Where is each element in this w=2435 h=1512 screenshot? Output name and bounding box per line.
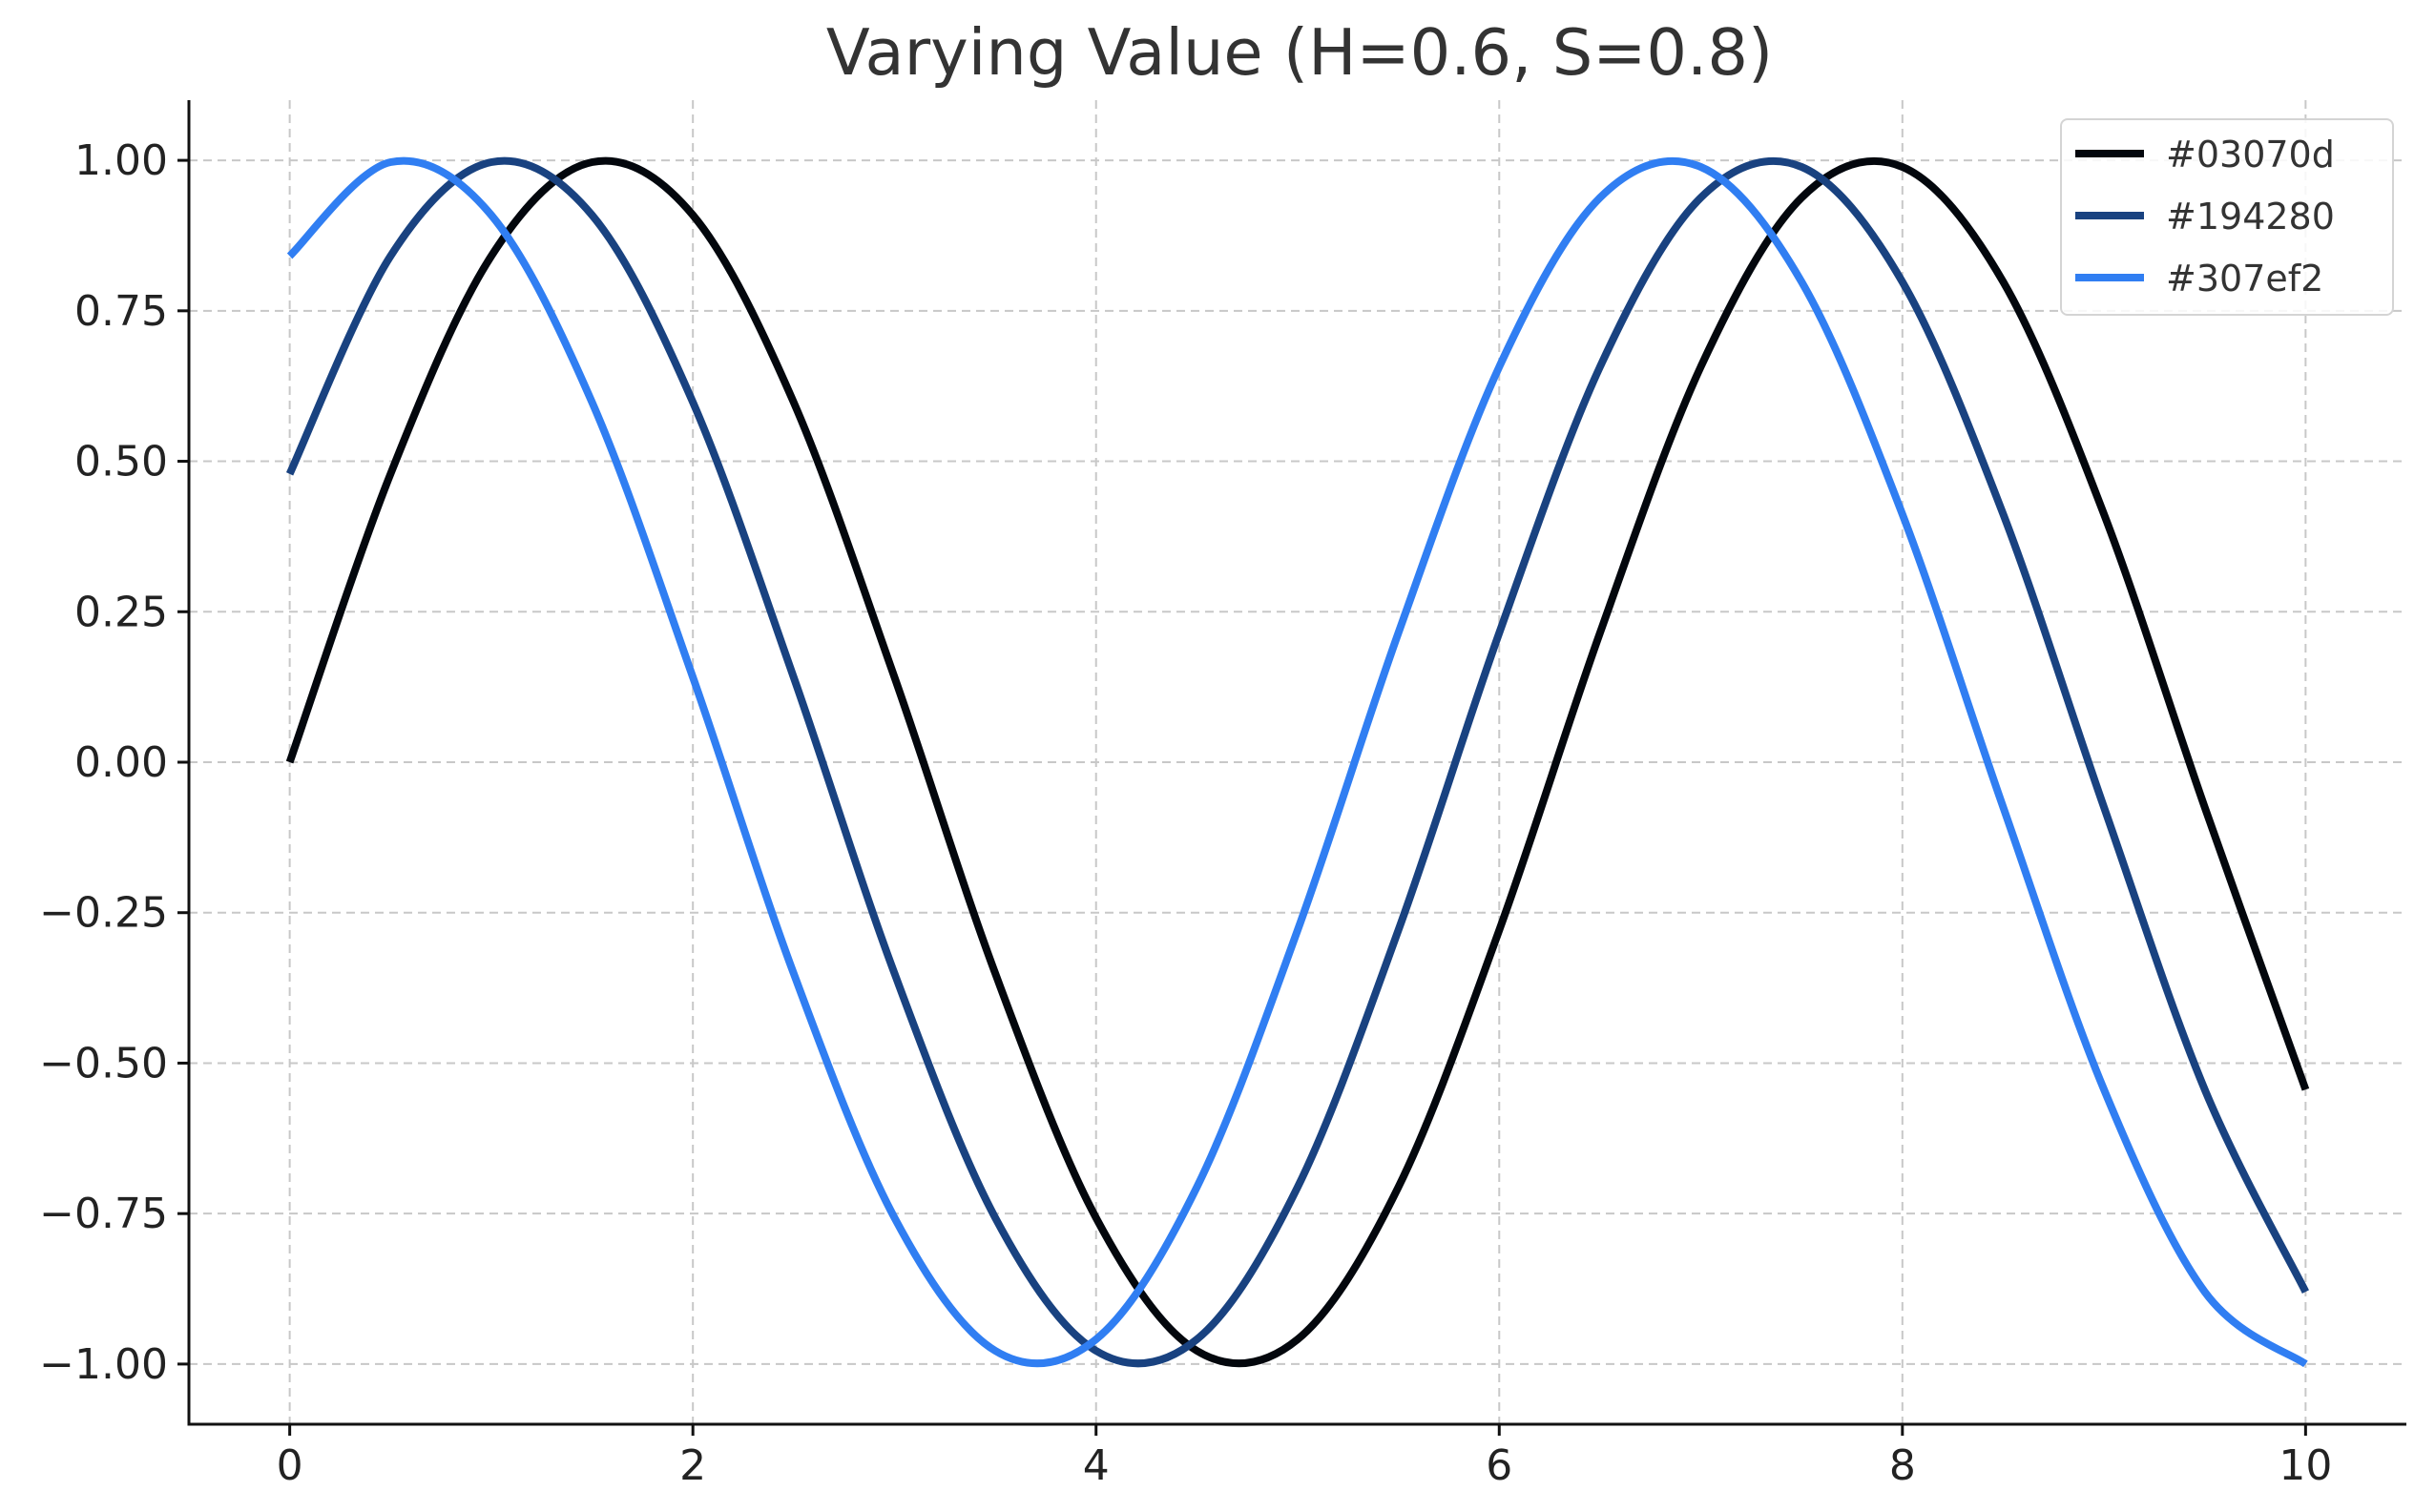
y-tick-label: 0.75 — [74, 287, 168, 336]
series-line-2 — [285, 156, 2309, 1368]
legend-label: #307ef2 — [2166, 258, 2323, 300]
x-tick-label: 4 — [1083, 1441, 1110, 1490]
series-line-1 — [285, 156, 2310, 1368]
y-tick-label: 1.00 — [74, 136, 168, 185]
legend-label: #194280 — [2166, 196, 2335, 238]
y-tick-label: 0.25 — [74, 588, 168, 636]
legend: #03070d #194280 #307ef2 — [2060, 118, 2394, 316]
x-tick-label: 0 — [277, 1441, 303, 1490]
x-tick-label: 8 — [1889, 1441, 1916, 1490]
axes: 0 2 4 6 8 10 1.00 0.75 0.50 0.25 0.00 −0.25 −0.50 −0.… — [39, 100, 2406, 1490]
x-tick-label: 10 — [2279, 1441, 2332, 1490]
y-tick-label: −0.75 — [39, 1190, 168, 1238]
y-tick-label: −0.25 — [39, 889, 168, 938]
y-tick-label: −1.00 — [39, 1340, 168, 1389]
legend-box — [2060, 118, 2394, 316]
series-line-3 — [286, 156, 2308, 1368]
legend-label: #03070d — [2166, 134, 2335, 176]
x-tick-label: 2 — [679, 1441, 706, 1490]
y-tick-label: −0.50 — [39, 1039, 168, 1087]
series-lines — [285, 156, 2310, 1368]
chart-title: Varying Value (H=0.6, S=0.8) — [826, 15, 1773, 90]
y-tick-label: 0.50 — [74, 438, 168, 487]
y-tick-label: 0.00 — [74, 738, 168, 787]
x-tick-label: 6 — [1486, 1441, 1512, 1490]
